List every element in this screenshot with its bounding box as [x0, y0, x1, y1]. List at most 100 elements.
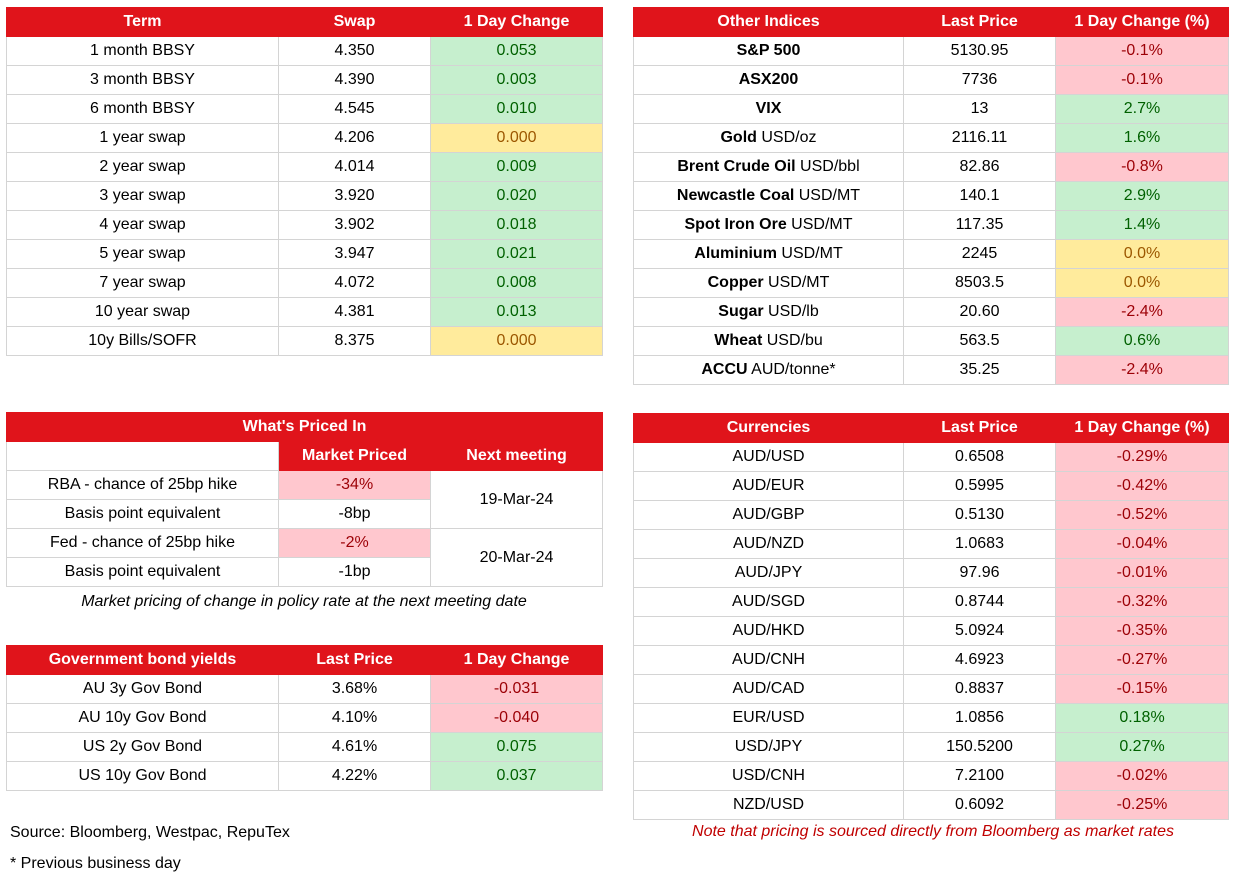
currency-price: 7.2100	[903, 761, 1056, 791]
currency-pair: AUD/CAD	[633, 674, 904, 704]
swap-rate: 4.545	[278, 94, 431, 124]
bond-price: 4.10%	[278, 703, 431, 733]
index-row: Aluminium USD/MT 2245 0.0%	[633, 239, 1229, 269]
currency-change: 0.27%	[1055, 732, 1229, 762]
index-change: 0.0%	[1055, 268, 1229, 298]
currencies-table-body: AUD/USD 0.6508 -0.29% AUD/EUR 0.5995 -0.42% AU…	[633, 442, 1229, 820]
currency-row: AUD/EUR 0.5995 -0.42%	[633, 471, 1229, 501]
priced-in-row: RBA - chance of 25bp hike -34% 19-Mar-24	[6, 470, 604, 529]
currency-price: 150.5200	[903, 732, 1056, 762]
index-name-cell: Spot Iron Ore USD/MT	[633, 210, 904, 240]
swap-row: 7 year swap 4.072 0.008	[6, 268, 603, 298]
swap-change: 0.008	[430, 268, 603, 298]
index-price: 20.60	[903, 297, 1056, 327]
currency-change: -0.27%	[1055, 645, 1229, 675]
swap-term: 10y Bills/SOFR	[6, 326, 279, 356]
index-row: Sugar USD/lb 20.60 -2.4%	[633, 297, 1229, 327]
priced-in-value: -2%	[278, 528, 431, 558]
bond-row: AU 3y Gov Bond 3.68% -0.031	[6, 674, 603, 704]
currencies-header-change: 1 Day Change (%)	[1055, 413, 1229, 443]
index-name: Aluminium	[694, 245, 777, 262]
currency-pair: AUD/SGD	[633, 587, 904, 617]
bond-change: 0.037	[430, 761, 603, 791]
currency-pair: AUD/CNH	[633, 645, 904, 675]
currency-price: 0.8744	[903, 587, 1056, 617]
swap-row: 4 year swap 3.902 0.018	[6, 210, 603, 240]
index-name: Spot Iron Ore	[684, 216, 787, 233]
index-name-cell: S&P 500	[633, 36, 904, 66]
currencies-table: Currencies Last Price 1 Day Change (%) A…	[633, 413, 1229, 820]
other-indices-table: Other Indices Last Price 1 Day Change (%…	[633, 7, 1229, 385]
currency-price: 0.6092	[903, 790, 1056, 820]
currency-row: AUD/USD 0.6508 -0.29%	[633, 442, 1229, 472]
swap-term: 6 month BBSY	[6, 94, 279, 124]
index-name-cell: Copper USD/MT	[633, 268, 904, 298]
index-name-cell: Gold USD/oz	[633, 123, 904, 153]
index-price: 117.35	[903, 210, 1056, 240]
index-name: Brent Crude Oil	[677, 158, 796, 175]
priced-in-label: Basis point equivalent	[6, 557, 279, 587]
index-change: -0.8%	[1055, 152, 1229, 182]
indices-header-change: 1 Day Change (%)	[1055, 7, 1229, 37]
currency-change: -0.15%	[1055, 674, 1229, 704]
currency-price: 1.0683	[903, 529, 1056, 559]
index-name-cell: Sugar USD/lb	[633, 297, 904, 327]
swap-term: 5 year swap	[6, 239, 279, 269]
currency-change: -0.02%	[1055, 761, 1229, 791]
previous-day-note: * Previous business day	[10, 855, 181, 872]
currency-change: -0.32%	[1055, 587, 1229, 617]
swap-term: 7 year swap	[6, 268, 279, 298]
currencies-header-row: Currencies Last Price 1 Day Change (%)	[633, 413, 1229, 443]
currency-row: USD/CNH 7.2100 -0.02%	[633, 761, 1229, 791]
index-row: S&P 500 5130.95 -0.1%	[633, 36, 1229, 66]
swap-change: 0.021	[430, 239, 603, 269]
currency-change: -0.25%	[1055, 790, 1229, 820]
swap-change: 0.009	[430, 152, 603, 182]
currency-price: 0.5995	[903, 471, 1056, 501]
swap-rate: 4.390	[278, 65, 431, 95]
swap-rate: 3.947	[278, 239, 431, 269]
index-price: 7736	[903, 65, 1056, 95]
index-unit: USD/MT	[763, 274, 830, 291]
index-price: 82.86	[903, 152, 1056, 182]
swap-rate: 3.902	[278, 210, 431, 240]
index-change: -2.4%	[1055, 355, 1229, 385]
index-change: 1.4%	[1055, 210, 1229, 240]
index-change: 1.6%	[1055, 123, 1229, 153]
index-unit: USD/MT	[786, 216, 853, 233]
index-unit: USD/MT	[794, 187, 861, 204]
swap-row: 2 year swap 4.014 0.009	[6, 152, 603, 182]
index-name: Wheat	[714, 332, 763, 349]
index-row: Gold USD/oz 2116.11 1.6%	[633, 123, 1229, 153]
swap-header-swap: Swap	[278, 7, 431, 37]
currency-pair: USD/JPY	[633, 732, 904, 762]
priced-in-row: Fed - chance of 25bp hike -2% 20-Mar-24	[6, 528, 604, 587]
bond-name: US 2y Gov Bond	[6, 732, 279, 762]
currency-change: -0.29%	[1055, 442, 1229, 472]
index-row: ASX200 7736 -0.1%	[633, 65, 1229, 95]
index-row: ACCU AUD/tonne* 35.25 -2.4%	[633, 355, 1229, 385]
indices-header-row: Other Indices Last Price 1 Day Change (%…	[633, 7, 1229, 37]
swap-change: 0.003	[430, 65, 603, 95]
index-name: ACCU	[701, 361, 748, 378]
swap-rate: 4.350	[278, 36, 431, 66]
currency-pair: USD/CNH	[633, 761, 904, 791]
priced-in-label: RBA - chance of 25bp hike	[6, 470, 279, 500]
indices-table-body: S&P 500 5130.95 -0.1% ASX200 7736 -0.1% VIX 13 2…	[633, 36, 1229, 385]
bond-header-price: Last Price	[278, 645, 431, 675]
next-meeting-date: 20-Mar-24	[429, 528, 604, 587]
currency-price: 0.8837	[903, 674, 1056, 704]
currencies-header-price: Last Price	[903, 413, 1056, 443]
swap-row: 6 month BBSY 4.545 0.010	[6, 94, 603, 124]
index-row: Brent Crude Oil USD/bbl 82.86 -0.8%	[633, 152, 1229, 182]
priced-in-title: What's Priced In	[5, 412, 604, 442]
bond-change: -0.040	[430, 703, 603, 733]
bond-change: -0.031	[430, 674, 603, 704]
index-price: 2245	[903, 239, 1056, 269]
index-name: VIX	[755, 100, 782, 117]
index-change: -0.1%	[1055, 65, 1229, 95]
swap-rate: 4.381	[278, 297, 431, 327]
swap-change: 0.010	[430, 94, 603, 124]
swap-rates-table: Term Swap 1 Day Change 1 month BBSY 4.350…	[6, 7, 603, 356]
swap-term: 4 year swap	[6, 210, 279, 240]
